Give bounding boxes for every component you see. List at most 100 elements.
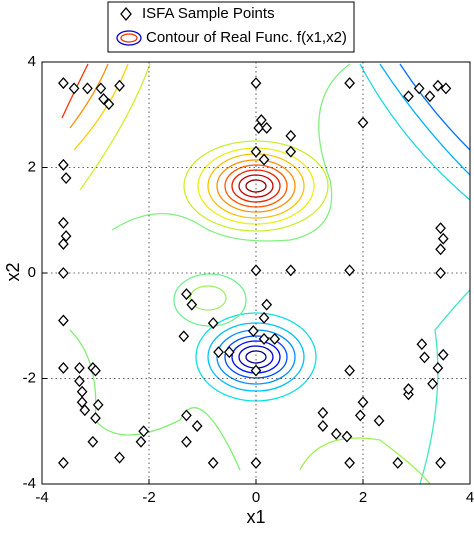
legend-marker [120, 6, 132, 22]
sample-point [207, 456, 219, 469]
sample-point [58, 456, 69, 469]
sample-point [181, 288, 192, 301]
sample-point [317, 420, 329, 432]
sample-point [250, 77, 262, 90]
sample-point [58, 314, 69, 327]
sample-point [258, 311, 270, 324]
sample-point [354, 409, 366, 422]
sample-point [247, 325, 259, 337]
sample-point [213, 346, 224, 359]
sample-point [427, 377, 438, 390]
sample-point [403, 90, 414, 103]
sample-point [403, 383, 414, 396]
sample-point [435, 456, 446, 469]
sample-point [58, 158, 69, 171]
sample-point [344, 456, 355, 469]
sample-point [74, 361, 85, 374]
sample-point [58, 77, 69, 90]
sample-point [440, 82, 452, 95]
sample-point [90, 364, 101, 377]
sample-point [250, 264, 262, 277]
sample-point [181, 435, 192, 448]
sample-point [416, 338, 428, 351]
y-tick-label: 0 [28, 264, 36, 281]
sample-point [435, 222, 446, 235]
sample-point [98, 92, 109, 105]
sample-point [419, 351, 430, 364]
sample-point [344, 77, 355, 90]
sample-point [269, 332, 281, 345]
sample-point [261, 121, 273, 134]
sample-point [437, 232, 449, 245]
sample-point [285, 129, 297, 142]
sample-point [437, 348, 449, 361]
sample-point [357, 116, 369, 129]
sample-point [79, 404, 91, 417]
y-tick-label: 2 [28, 158, 36, 175]
legend-entry: Contour of Real Func. f(x1,x2) [146, 29, 347, 46]
sample-point [103, 98, 115, 111]
sample-point [344, 364, 355, 377]
x-tick-label: -4 [35, 489, 48, 506]
sample-point [330, 427, 342, 440]
sample-point [258, 153, 270, 166]
sample-point [344, 264, 355, 277]
x-tick-label: -2 [142, 489, 155, 506]
sample-point [424, 90, 436, 103]
sample-point [138, 425, 150, 438]
points [58, 77, 452, 469]
sample-point [392, 456, 404, 469]
axes: -4 -2 0 2 4 -4 -2 0 2 4 [23, 53, 474, 506]
sample-point [58, 216, 69, 229]
sample-point [285, 145, 297, 158]
legend-entry: ISFA Sample Points [142, 5, 275, 22]
sample-point [58, 267, 69, 279]
sample-point [435, 267, 446, 279]
y-tick-label: 4 [28, 53, 36, 70]
sample-point [74, 375, 85, 388]
sample-point [90, 412, 101, 425]
plot-frame [41, 61, 471, 485]
sample-point [82, 82, 93, 95]
sample-point [317, 406, 329, 419]
sample-point [58, 361, 69, 374]
legend-icon [116, 30, 142, 46]
legend-icon [120, 33, 138, 43]
x-tick-label: 0 [252, 489, 260, 506]
sample-point [181, 409, 192, 422]
sample-point [250, 145, 262, 158]
y-tick-label: -2 [23, 369, 36, 386]
x-axis-label: x1 [246, 507, 265, 527]
sample-point [87, 435, 99, 448]
sample-point [135, 435, 147, 448]
sample-point [92, 398, 104, 411]
sample-point [76, 385, 88, 398]
sample-point [95, 82, 107, 95]
x-tick-label: 2 [359, 489, 367, 506]
sample-point [285, 264, 297, 277]
sample-point [341, 430, 353, 443]
sample-point [250, 456, 262, 469]
sample-point [432, 79, 444, 92]
sample-point [178, 330, 190, 343]
y-axis-label: x2 [3, 262, 23, 281]
sample-point [186, 298, 198, 311]
sample-point [207, 317, 219, 330]
legend-box [107, 1, 355, 53]
sample-point [58, 238, 69, 250]
sample-point [258, 332, 270, 345]
sample-point [413, 82, 425, 95]
sample-point [60, 172, 72, 185]
y-tick-label: -4 [23, 475, 36, 492]
sample-point [253, 121, 265, 134]
x-tick-label: 4 [466, 489, 474, 506]
sample-point [250, 364, 262, 377]
sample-point [373, 414, 385, 427]
sample-point [261, 298, 273, 311]
sample-point [223, 346, 235, 359]
legend: ISFA Sample Points Contour of Real Func.… [107, 1, 355, 53]
sample-point [432, 361, 444, 374]
sample-point [114, 79, 125, 92]
